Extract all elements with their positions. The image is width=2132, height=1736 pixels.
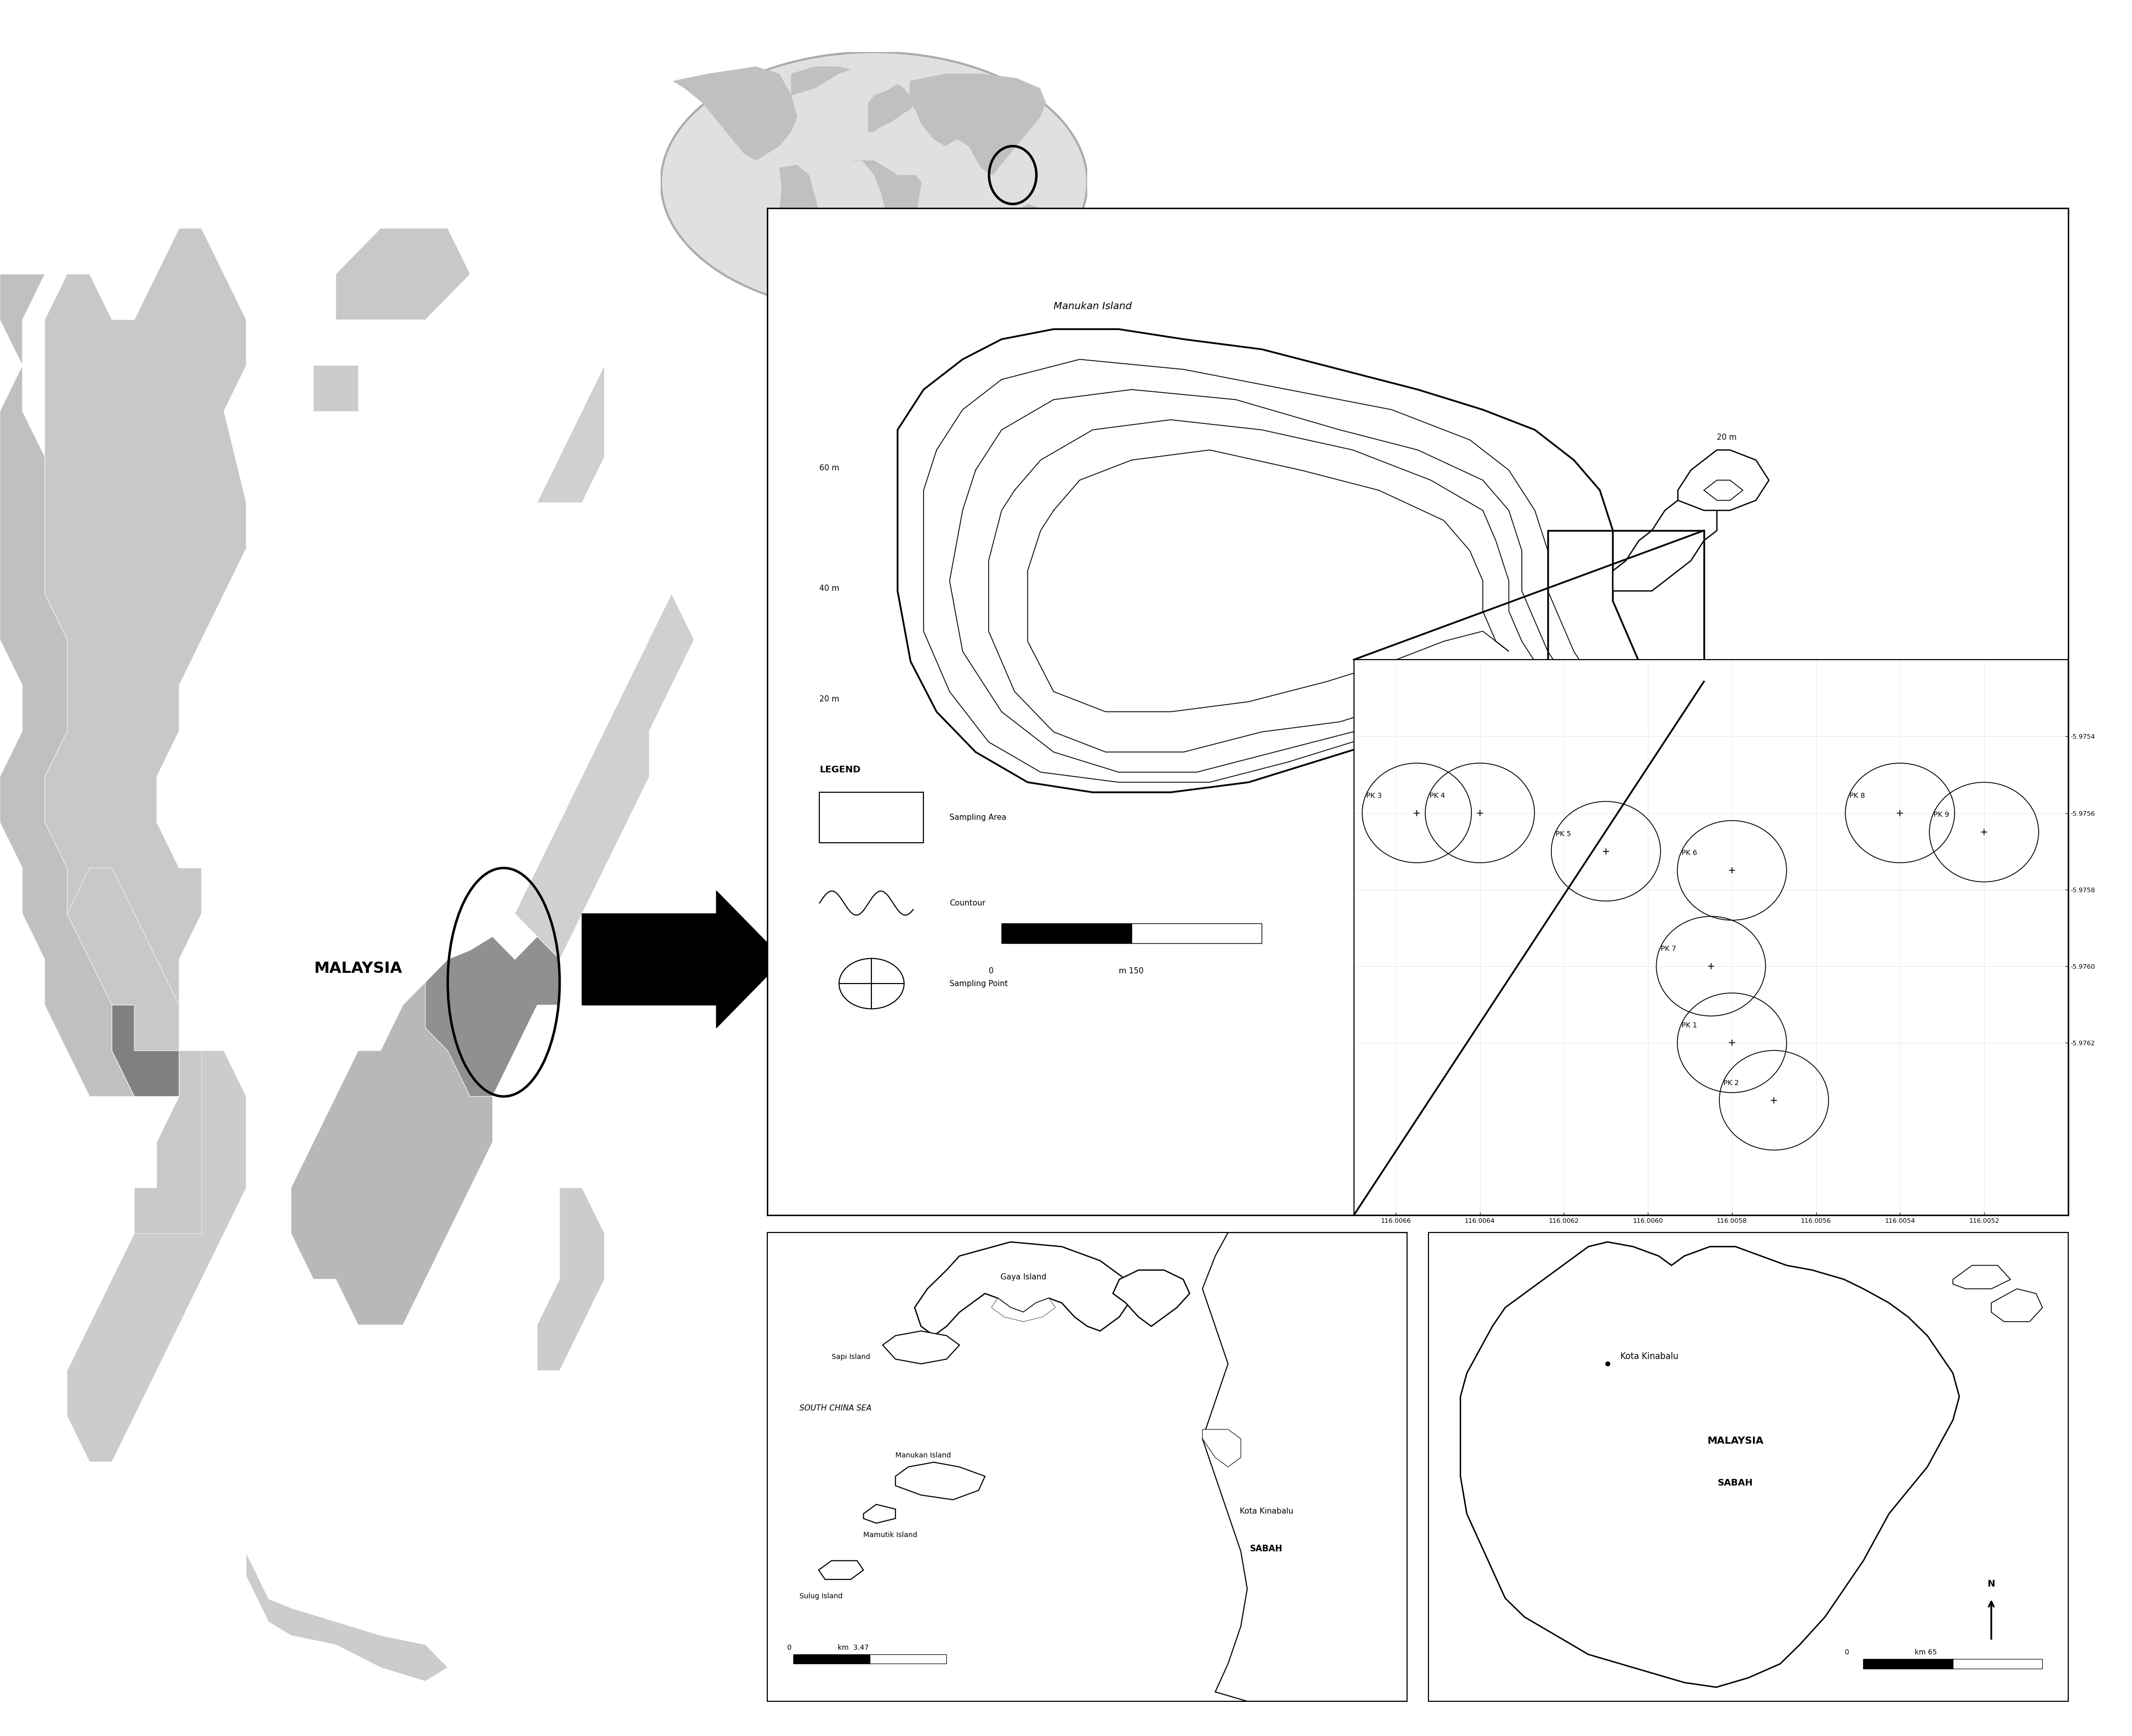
Polygon shape bbox=[1202, 1429, 1241, 1467]
Polygon shape bbox=[313, 366, 358, 411]
Polygon shape bbox=[1202, 1233, 1407, 1701]
Text: PK 8: PK 8 bbox=[1851, 792, 1866, 799]
Bar bbox=[819, 792, 923, 842]
Polygon shape bbox=[780, 165, 827, 262]
Polygon shape bbox=[791, 66, 851, 95]
Text: PK 5: PK 5 bbox=[1556, 830, 1571, 837]
Polygon shape bbox=[290, 936, 561, 1325]
Polygon shape bbox=[1011, 203, 1051, 240]
Text: PK 9: PK 9 bbox=[1934, 811, 1949, 818]
Polygon shape bbox=[516, 594, 695, 960]
Polygon shape bbox=[0, 274, 134, 1097]
Text: PK 6: PK 6 bbox=[1682, 849, 1697, 856]
Polygon shape bbox=[1132, 924, 1262, 943]
Polygon shape bbox=[537, 1187, 605, 1370]
Text: SABAH: SABAH bbox=[1249, 1543, 1283, 1554]
Text: SOUTH CHINA SEA: SOUTH CHINA SEA bbox=[800, 1404, 872, 1411]
Text: Countour: Countour bbox=[949, 899, 985, 906]
Polygon shape bbox=[537, 366, 605, 502]
Polygon shape bbox=[895, 1462, 985, 1500]
Polygon shape bbox=[45, 229, 247, 1097]
Polygon shape bbox=[1113, 1271, 1190, 1326]
Text: SABAH: SABAH bbox=[1718, 1479, 1753, 1488]
Text: Gaya Island: Gaya Island bbox=[1000, 1272, 1047, 1281]
Text: N: N bbox=[1987, 1580, 1996, 1588]
Polygon shape bbox=[582, 891, 785, 1028]
Polygon shape bbox=[863, 1505, 895, 1522]
Text: MALAYSIA: MALAYSIA bbox=[313, 962, 403, 976]
Polygon shape bbox=[247, 1554, 448, 1680]
Text: km  3.47: km 3.47 bbox=[838, 1644, 870, 1651]
Polygon shape bbox=[1002, 924, 1132, 943]
Text: 0: 0 bbox=[787, 1644, 791, 1651]
Ellipse shape bbox=[661, 52, 1087, 312]
Text: PK 7: PK 7 bbox=[1661, 944, 1676, 953]
Text: 0: 0 bbox=[989, 967, 994, 976]
Text: 20 m: 20 m bbox=[1716, 434, 1738, 441]
Text: Kota Kinabalu: Kota Kinabalu bbox=[1239, 1507, 1294, 1516]
Polygon shape bbox=[910, 73, 1047, 175]
Polygon shape bbox=[870, 1654, 947, 1663]
Polygon shape bbox=[1460, 1241, 1959, 1687]
Polygon shape bbox=[426, 936, 561, 1097]
Polygon shape bbox=[1863, 1660, 1953, 1668]
Polygon shape bbox=[868, 83, 915, 132]
Text: Kota Kinabalu: Kota Kinabalu bbox=[1620, 1352, 1678, 1361]
Text: Manukan Island: Manukan Island bbox=[895, 1451, 951, 1458]
Polygon shape bbox=[134, 1050, 203, 1234]
Text: LEGEND: LEGEND bbox=[819, 766, 861, 774]
Text: 60 m: 60 m bbox=[819, 464, 840, 472]
Text: Mamutik Island: Mamutik Island bbox=[863, 1531, 917, 1538]
Text: km 65: km 65 bbox=[1915, 1649, 1936, 1656]
Polygon shape bbox=[853, 160, 921, 240]
Text: 0: 0 bbox=[1844, 1649, 1848, 1656]
Polygon shape bbox=[915, 1241, 1132, 1335]
Polygon shape bbox=[68, 868, 179, 1097]
Text: Sampling Point: Sampling Point bbox=[949, 979, 1008, 988]
Polygon shape bbox=[68, 1050, 247, 1462]
Polygon shape bbox=[113, 1005, 179, 1097]
Polygon shape bbox=[1953, 1660, 2042, 1668]
Polygon shape bbox=[1678, 450, 1770, 510]
Text: PK 3: PK 3 bbox=[1367, 792, 1382, 799]
Polygon shape bbox=[1953, 1266, 2010, 1288]
Polygon shape bbox=[883, 1332, 959, 1364]
Polygon shape bbox=[898, 330, 1703, 792]
Polygon shape bbox=[1991, 1288, 2042, 1321]
Text: m 150: m 150 bbox=[1119, 967, 1143, 976]
Polygon shape bbox=[337, 229, 471, 319]
Text: 20 m: 20 m bbox=[819, 696, 840, 703]
Text: 40 m: 40 m bbox=[819, 585, 840, 592]
Bar bbox=[1548, 531, 1703, 682]
Text: Sulug Island: Sulug Island bbox=[800, 1592, 842, 1599]
Text: PK 1: PK 1 bbox=[1682, 1023, 1697, 1029]
Text: MALAYSIA: MALAYSIA bbox=[1708, 1436, 1763, 1446]
Text: Sapi Island: Sapi Island bbox=[831, 1354, 870, 1361]
Text: Sampling Area: Sampling Area bbox=[949, 814, 1006, 821]
Polygon shape bbox=[1614, 490, 1716, 590]
Text: PK 4: PK 4 bbox=[1428, 792, 1445, 799]
Text: Manukan Island: Manukan Island bbox=[1053, 302, 1132, 311]
Polygon shape bbox=[991, 1299, 1055, 1321]
Polygon shape bbox=[793, 1654, 870, 1663]
Text: PK 2: PK 2 bbox=[1723, 1080, 1740, 1087]
Polygon shape bbox=[819, 1561, 863, 1580]
Polygon shape bbox=[674, 66, 797, 160]
